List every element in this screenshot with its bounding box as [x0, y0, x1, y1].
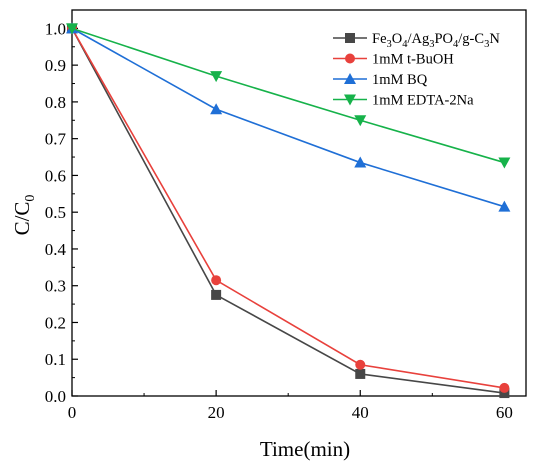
data-point-marker	[499, 382, 510, 393]
series-4	[66, 23, 511, 169]
data-point-marker	[498, 157, 511, 169]
series-1	[67, 23, 510, 399]
legend-label-part: /g-C	[458, 31, 484, 47]
x-tick-label: 40	[352, 403, 369, 422]
legend-label-part: PO	[434, 31, 453, 47]
data-point-marker	[355, 359, 366, 370]
series-line	[71, 28, 505, 394]
legend-marker	[344, 94, 356, 106]
legend-label-part: 4	[402, 39, 408, 50]
y-tick-label: 0.0	[45, 387, 66, 406]
y-axis-ticks: 0.0 0.1 0.2 0.3 0.4 0.5 0.6 0.7 0.8 0.9 1.0	[45, 19, 78, 406]
series-lines	[66, 22, 511, 399]
data-point-marker	[66, 23, 78, 35]
legend-label-part: Fe	[372, 31, 387, 47]
x-axis-ticks: 0 20 40 60	[68, 390, 513, 422]
legend-label-part: O	[392, 31, 402, 47]
y-tick-label: 0.2	[45, 313, 66, 332]
legend-label-part: 3	[387, 39, 392, 50]
legend-entry-4: 1mM EDTA-2Na	[333, 93, 474, 109]
legend-label: Fe3O4/Ag3PO4/g-C3N	[372, 31, 500, 50]
data-point-marker	[354, 115, 367, 127]
data-point-marker	[498, 200, 511, 212]
y-axis-title-main: C/C	[10, 202, 34, 236]
legend-label: 1mM t-BuOH	[372, 52, 454, 68]
x-tick-label: 60	[496, 403, 513, 422]
y-axis-title-subscript: 0	[23, 195, 38, 202]
x-axis-title: Time(min)	[260, 437, 350, 461]
series-line	[71, 27, 505, 389]
data-point-marker	[354, 156, 367, 168]
legend-label-part: 3	[484, 39, 489, 50]
data-point-marker	[211, 289, 222, 300]
y-tick-label: 0.9	[45, 56, 66, 75]
y-tick-label: 1.0	[45, 19, 66, 38]
series-line	[71, 27, 505, 208]
y-tick-label: 0.5	[45, 203, 66, 222]
y-tick-label: 0.1	[45, 350, 66, 369]
legend-label-part: 4	[453, 39, 459, 50]
data-point-marker	[355, 368, 366, 379]
series-line	[71, 27, 505, 164]
y-axis-title: C/C0	[10, 195, 38, 236]
plot-frame	[71, 9, 527, 397]
legend-marker	[345, 53, 355, 64]
series-2	[67, 23, 510, 393]
x-tick-label: 0	[68, 403, 77, 422]
legend-entry-1: Fe3O4/Ag3PO4/g-C3N	[333, 31, 500, 50]
data-point-marker	[499, 388, 510, 399]
legend-entry-2: 1mM t-BuOH	[333, 52, 454, 68]
y-tick-label: 0.3	[45, 277, 66, 296]
legend-label-part: N	[489, 31, 500, 47]
plot-area-border	[71, 9, 527, 397]
legend-label: 1mM EDTA-2Na	[372, 93, 474, 109]
legend-label: 1mM BQ	[372, 72, 428, 88]
x-tick-label: 20	[208, 403, 225, 422]
y-tick-label: 0.6	[45, 166, 66, 185]
data-point-marker	[210, 71, 223, 83]
y-tick-label: 0.8	[45, 93, 66, 112]
legend-label-part: 3	[429, 39, 434, 50]
data-point-marker	[211, 275, 222, 286]
data-point-marker	[210, 103, 223, 115]
legend-label-part: /Ag	[407, 31, 429, 47]
y-tick-label: 0.7	[45, 130, 67, 149]
legend-marker	[344, 73, 356, 84]
legend-marker	[345, 33, 355, 43]
legend-entry-3: 1mM BQ	[333, 72, 428, 88]
y-tick-label: 0.4	[45, 240, 67, 259]
